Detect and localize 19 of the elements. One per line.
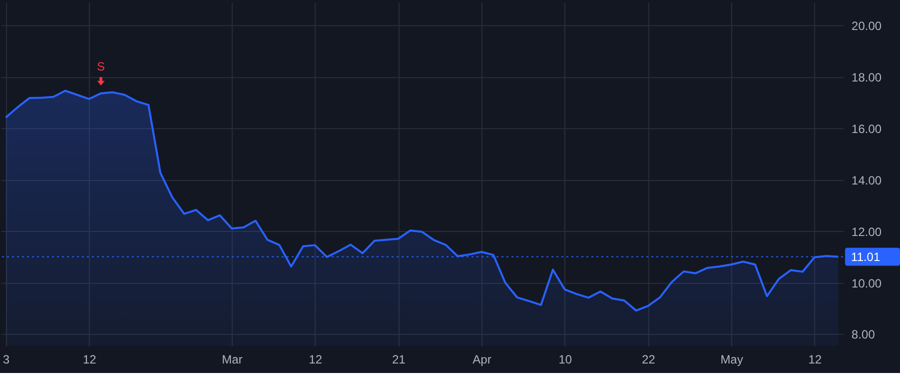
x-tick-label: 12: [808, 352, 822, 366]
x-tick-label: 3: [2, 352, 10, 366]
x-tick-label: 12: [308, 352, 322, 366]
y-tick-label: 10.00: [852, 276, 882, 290]
x-tick-label: 12: [82, 352, 97, 366]
x-tick-label: 21: [392, 352, 406, 366]
x-tick-label: Apr: [472, 352, 492, 366]
x-tick-label: 10: [558, 352, 572, 366]
y-tick-label: 14.00: [852, 173, 882, 188]
y-tick-label: 18.00: [852, 70, 882, 84]
ref-line-label: 11.01: [851, 250, 880, 264]
x-tick-label: Mar: [222, 352, 243, 366]
annotation: S: [96, 59, 105, 74]
y-tick-label: 8.00: [852, 328, 876, 342]
x-tick-label: 22: [642, 352, 656, 366]
y-tick-label: 12.00: [852, 224, 882, 239]
y-tick-label: 20.00: [852, 18, 882, 33]
y-tick-label: 16.00: [852, 122, 882, 136]
x-tick-label: May: [720, 352, 744, 366]
